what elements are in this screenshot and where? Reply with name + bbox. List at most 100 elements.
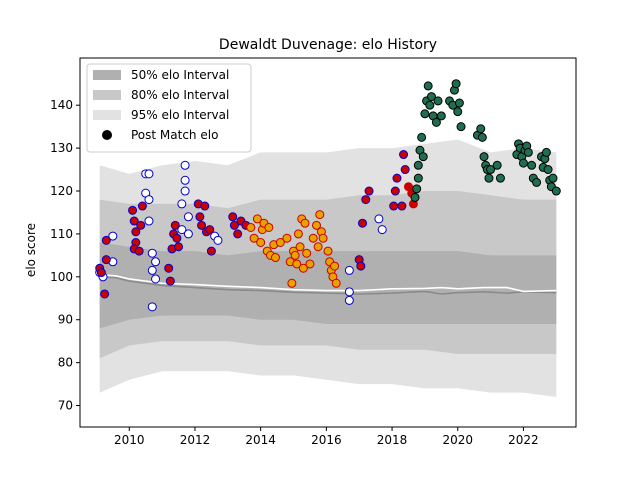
post-match-points bbox=[95, 79, 561, 312]
point-group-1 bbox=[95, 150, 410, 299]
data-point bbox=[486, 165, 496, 175]
x-tick-label: 2012 bbox=[180, 433, 211, 447]
data-point bbox=[100, 289, 110, 299]
data-point bbox=[541, 147, 551, 157]
data-point bbox=[518, 158, 528, 168]
data-point bbox=[293, 229, 303, 239]
data-point bbox=[356, 261, 366, 271]
data-point bbox=[282, 233, 292, 243]
data-point bbox=[454, 98, 464, 108]
data-point bbox=[412, 184, 422, 194]
data-point bbox=[206, 246, 216, 256]
chart-title: Dewaldt Duvenage: elo History bbox=[219, 37, 437, 53]
data-point bbox=[151, 257, 161, 267]
data-point bbox=[249, 233, 259, 243]
data-point bbox=[392, 173, 402, 183]
data-point bbox=[144, 216, 154, 226]
data-point bbox=[300, 218, 310, 228]
legend-label: 80% elo Interval bbox=[131, 88, 229, 102]
data-point bbox=[144, 195, 154, 205]
data-point bbox=[174, 242, 184, 252]
y-axis-label: elo score bbox=[24, 223, 38, 277]
data-point bbox=[200, 201, 210, 211]
data-point bbox=[295, 242, 305, 252]
data-point bbox=[420, 109, 430, 119]
data-point bbox=[436, 111, 446, 121]
data-point bbox=[170, 220, 180, 230]
data-point bbox=[147, 302, 157, 312]
data-point bbox=[532, 177, 542, 187]
data-point bbox=[397, 201, 407, 211]
data-point bbox=[144, 169, 154, 179]
data-point bbox=[423, 81, 433, 91]
data-point bbox=[151, 274, 161, 284]
data-point bbox=[134, 246, 144, 256]
data-point bbox=[228, 212, 238, 222]
data-point bbox=[252, 214, 262, 224]
data-point bbox=[484, 173, 494, 183]
x-tick-label: 2020 bbox=[442, 433, 473, 447]
y-tick-label: 70 bbox=[58, 399, 73, 413]
data-point bbox=[418, 152, 428, 162]
data-point bbox=[177, 199, 187, 209]
data-point bbox=[417, 132, 427, 142]
data-point bbox=[177, 225, 187, 235]
data-point bbox=[453, 107, 463, 117]
data-point bbox=[323, 246, 333, 256]
legend-label: 50% elo Interval bbox=[131, 68, 229, 82]
data-point bbox=[527, 160, 537, 170]
legend: 50% elo Interval 80% elo Interval 95% elo … bbox=[86, 63, 252, 153]
data-point bbox=[298, 263, 308, 273]
data-point bbox=[213, 235, 223, 245]
data-point bbox=[147, 248, 157, 258]
data-point bbox=[287, 278, 297, 288]
data-point bbox=[313, 242, 323, 252]
data-point bbox=[374, 214, 384, 224]
data-point bbox=[315, 210, 325, 220]
data-point bbox=[131, 227, 141, 237]
data-point bbox=[389, 201, 399, 211]
y-tick-label: 80 bbox=[58, 356, 73, 370]
data-point bbox=[165, 276, 175, 286]
data-point bbox=[413, 173, 423, 183]
data-point bbox=[183, 229, 193, 239]
data-point bbox=[305, 259, 315, 269]
data-point bbox=[302, 248, 312, 258]
data-point bbox=[431, 117, 441, 127]
data-point bbox=[246, 222, 256, 232]
legend-label: Post Match elo bbox=[131, 128, 218, 142]
data-point bbox=[364, 186, 374, 196]
data-point bbox=[164, 263, 174, 273]
data-point bbox=[229, 220, 239, 230]
data-point bbox=[147, 265, 157, 275]
x-tick-label: 2010 bbox=[114, 433, 145, 447]
data-point bbox=[312, 220, 322, 230]
mean-line bbox=[99, 276, 557, 295]
x-tick-label: 2014 bbox=[245, 433, 276, 447]
y-tick-label: 90 bbox=[58, 313, 73, 327]
data-point bbox=[180, 175, 190, 185]
data-point bbox=[101, 255, 111, 265]
data-point bbox=[361, 195, 371, 205]
y-tick-label: 100 bbox=[50, 270, 73, 284]
data-point bbox=[477, 132, 487, 142]
data-point bbox=[548, 173, 558, 183]
y-tick-label: 130 bbox=[50, 141, 73, 155]
data-point bbox=[476, 124, 486, 134]
data-point bbox=[292, 259, 302, 269]
data-point bbox=[275, 238, 285, 247]
data-point bbox=[344, 295, 354, 305]
data-point bbox=[256, 238, 266, 247]
data-point bbox=[543, 165, 553, 175]
x-tick-label: 2018 bbox=[377, 433, 408, 447]
x-tick-label: 2016 bbox=[311, 433, 342, 447]
data-point bbox=[136, 220, 146, 230]
data-point bbox=[180, 186, 190, 196]
data-point bbox=[96, 268, 106, 278]
data-point bbox=[413, 160, 423, 170]
data-point bbox=[270, 253, 280, 263]
data-point bbox=[523, 147, 533, 157]
plot-frame bbox=[79, 57, 577, 428]
